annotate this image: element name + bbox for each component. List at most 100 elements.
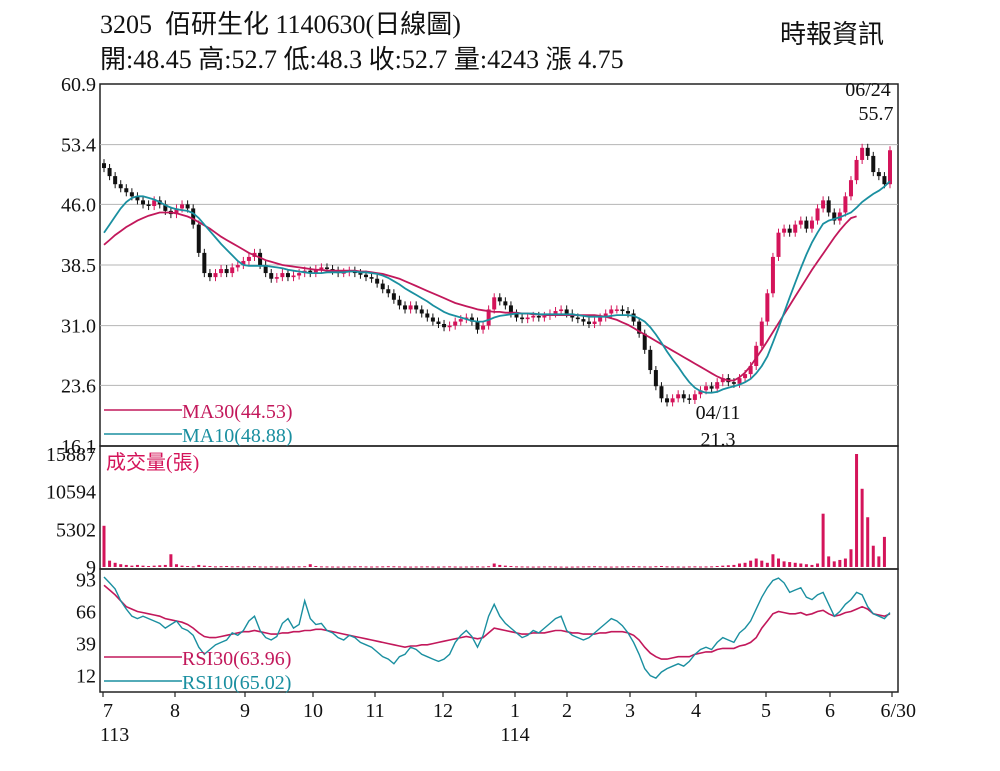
candle-body (436, 321, 441, 324)
candle-body (469, 317, 474, 322)
volume-bar (152, 565, 156, 567)
legend-label-rsi10: RSI10(65.02) (182, 672, 291, 694)
candle (782, 224, 787, 237)
candle (754, 341, 759, 371)
candle-body (403, 305, 408, 310)
candle-body (659, 386, 664, 399)
volume-bar (191, 566, 195, 568)
volume-bar (659, 565, 663, 567)
candle-body (375, 278, 380, 284)
candle-body (458, 319, 463, 322)
candle-body (536, 315, 541, 318)
candle-body (854, 159, 859, 181)
candle-body (442, 323, 447, 328)
volume-bar (554, 566, 558, 568)
volume-bar (409, 566, 413, 568)
volume-bar (314, 565, 318, 567)
volume-title: 成交量(張) (106, 451, 199, 474)
volume-bar (804, 564, 808, 567)
candle (419, 305, 424, 318)
volume-bar (492, 563, 496, 567)
volume-bar (397, 566, 401, 568)
volume-bar (559, 566, 563, 568)
candle-body (358, 273, 363, 275)
volume-bar (230, 566, 234, 568)
volume-bar (108, 560, 112, 567)
candle-body (832, 212, 837, 221)
candle (620, 305, 625, 316)
rsi-tick-label: 39 (76, 634, 96, 656)
volume-bar (102, 525, 106, 567)
candle-body (308, 270, 313, 274)
candle (787, 224, 792, 237)
volume-bar (375, 566, 379, 568)
rsi-tick-label: 93 (76, 569, 96, 591)
volume-bar (593, 566, 597, 568)
volume-bar (158, 565, 162, 567)
candle-body (135, 196, 140, 201)
candle-body (207, 273, 212, 278)
candle-body (391, 293, 396, 300)
candle (107, 163, 112, 181)
candle-body (386, 289, 391, 294)
source-label: 時報資訊 (780, 20, 885, 49)
candle-body (586, 321, 591, 324)
candle (631, 309, 636, 326)
candle (241, 256, 246, 270)
candle-body (291, 275, 296, 278)
volume-bar (381, 566, 385, 568)
volume-tick-label: 9 (86, 557, 96, 579)
candle-body (258, 252, 263, 265)
volume-bar (760, 560, 764, 567)
candle (821, 196, 826, 213)
candle-body (397, 299, 402, 306)
candle (665, 394, 670, 407)
price-tick-label: 60.9 (61, 74, 96, 96)
candle-body (503, 301, 508, 306)
volume-bar (515, 566, 519, 568)
candle-body (269, 273, 274, 279)
candle-body (631, 313, 636, 322)
volume-bar (292, 566, 296, 568)
candle-body (514, 313, 519, 318)
candle-body (843, 196, 848, 213)
candle (442, 319, 447, 332)
candle-body (653, 370, 658, 387)
candle (375, 274, 380, 288)
price-tick-label: 38.5 (61, 255, 96, 277)
candle (230, 263, 235, 278)
candle (319, 263, 324, 274)
volume-bar (615, 566, 619, 568)
candle-body (313, 269, 318, 274)
high-annotation-value: 55.7 (859, 103, 894, 125)
volume-bar (208, 565, 212, 567)
volume-bar (475, 566, 479, 568)
candle-body (202, 252, 207, 274)
candle-body (430, 317, 435, 322)
volume-bar (749, 560, 753, 567)
volume-bar (358, 566, 362, 568)
volume-bar (470, 566, 474, 568)
volume-bar (331, 566, 335, 568)
candle-body (319, 267, 324, 270)
volume-bar (286, 566, 290, 568)
candle (436, 317, 441, 329)
candle-body (665, 398, 670, 403)
candle (285, 269, 290, 282)
volume-bar (771, 554, 775, 567)
volume-bar (119, 564, 123, 567)
candle (520, 313, 525, 324)
candle (815, 204, 820, 225)
volume-bar (308, 564, 312, 567)
volume-bar (576, 566, 580, 568)
candle-body (876, 172, 881, 177)
candle (826, 196, 831, 217)
volume-bar (581, 566, 585, 568)
candle-body (620, 309, 625, 312)
month-label: 8 (170, 700, 180, 722)
candle (525, 313, 530, 324)
candle (692, 390, 697, 404)
volume-bar (459, 566, 463, 568)
volume-bar (788, 562, 792, 567)
